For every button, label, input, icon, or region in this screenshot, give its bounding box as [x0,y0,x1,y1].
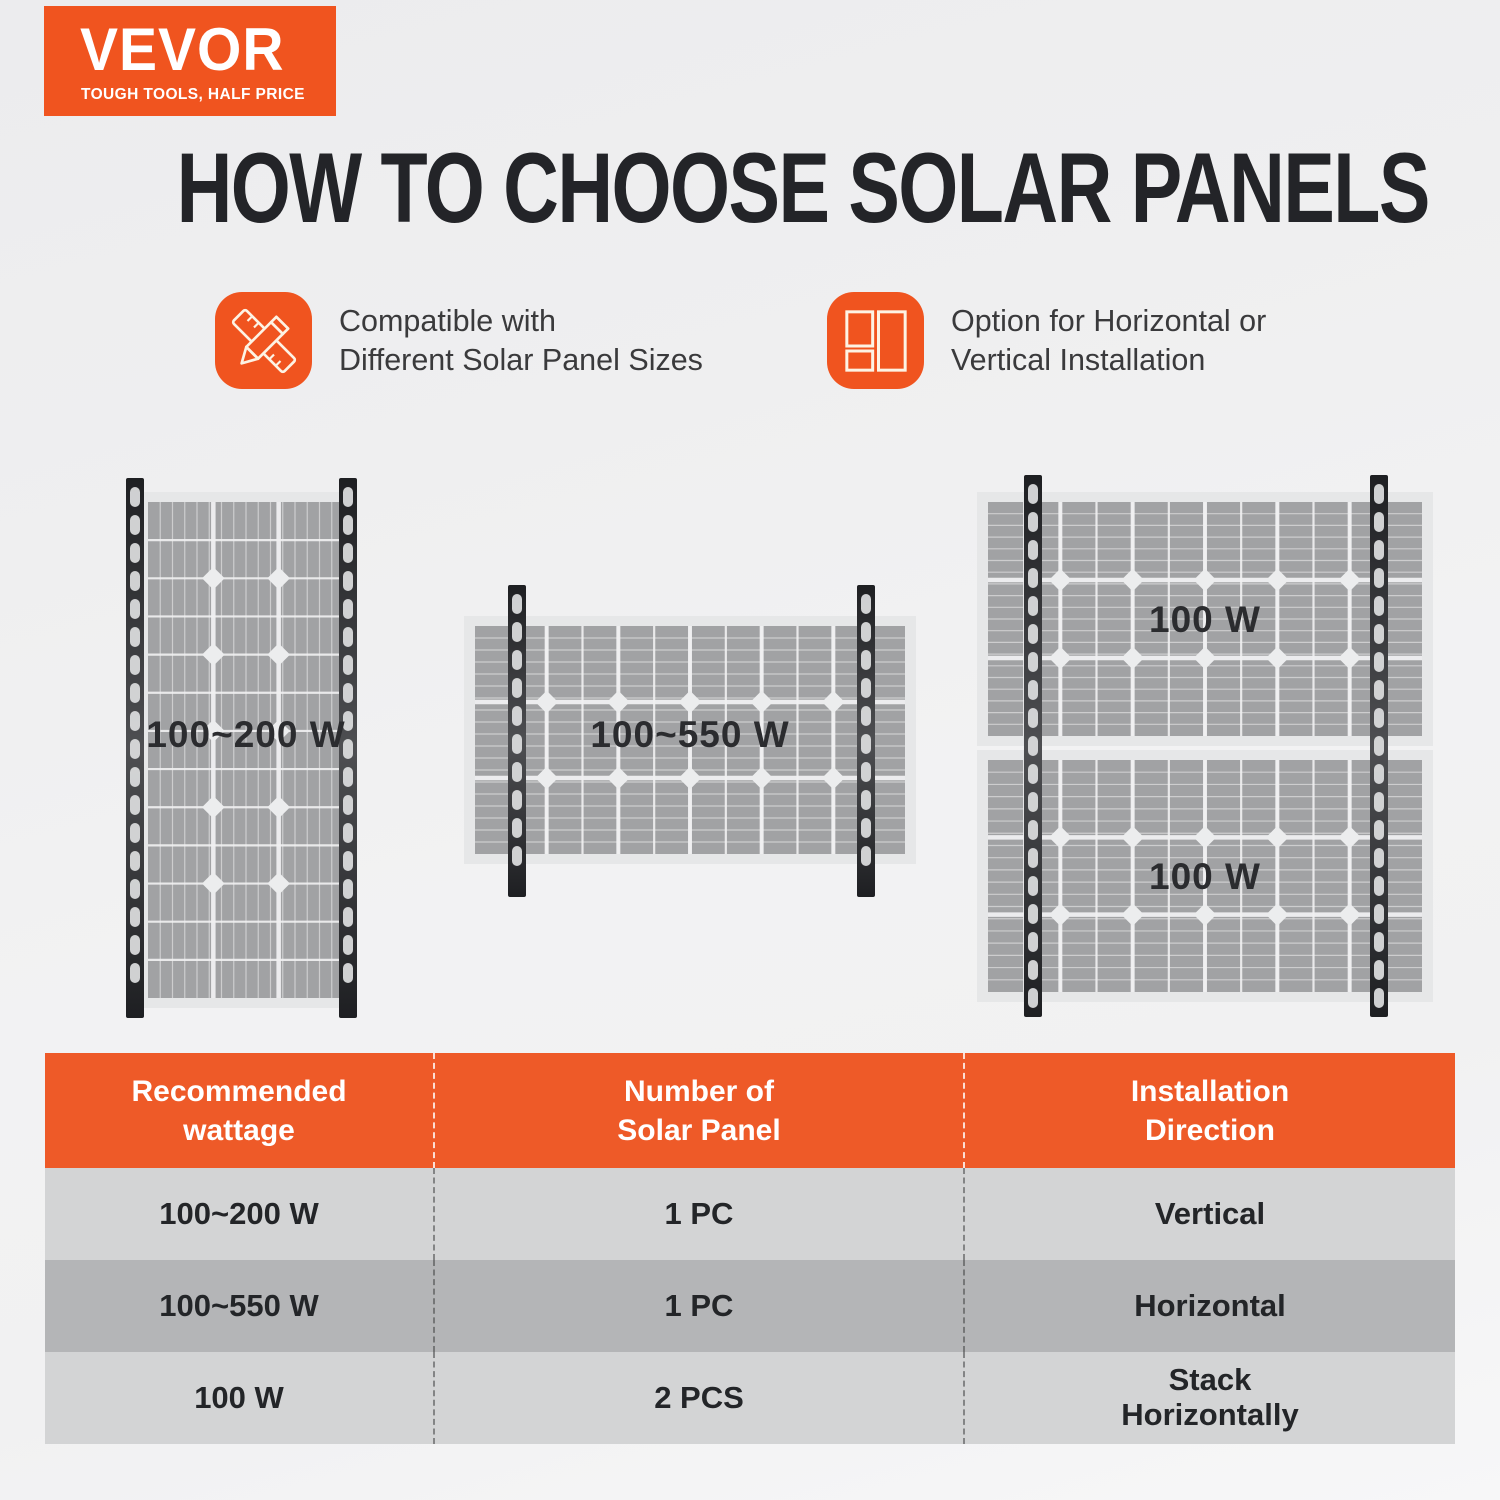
spec-table: Recommended wattage Number of Solar Pane… [45,1053,1455,1444]
table-cell-r1-direction: Vertical [963,1168,1455,1260]
brand-tagline: TOUGH TOOLS, HALF PRICE [81,86,305,103]
feature-compatibility-text: Compatible with Different Solar Panel Si… [339,303,703,377]
column-header-number: Number of Solar Panel [433,1053,963,1168]
table-cell-r2-number: 1 PC [433,1260,963,1352]
feature-installation-text: Option for Horizontal or Vertical Instal… [951,303,1267,377]
table-cell-r2-wattage: 100~550 W [45,1260,433,1352]
table-cell-r3-number: 2 PCS [433,1352,963,1444]
solar-panels-illustration [126,475,1433,1018]
feature-compatibility: Compatible with Different Solar Panel Si… [215,292,703,389]
table-cell-r1-wattage: 100~200 W [45,1168,433,1260]
pencil-ruler-icon [215,292,312,389]
table-cell-r3-direction: Stack Horizontally [963,1352,1455,1444]
table-cell-r3-wattage: 100 W [45,1352,433,1444]
column-header-wattage: Recommended wattage [45,1053,433,1168]
panel-wattage-label-stack-bottom: 100 W [1149,856,1261,897]
table-cell-r1-number: 1 PC [433,1168,963,1260]
feature-installation: Option for Horizontal or Vertical Instal… [827,292,1266,389]
column-header-direction: Installation Direction [963,1053,1455,1168]
panel-wattage-label-stack-top: 100 W [1149,599,1261,640]
table-cell-r2-direction: Horizontal [963,1260,1455,1352]
brand-name: VEVOR [80,15,285,84]
panel-wattage-label-horizontal: 100~550 W [590,714,790,755]
panel-wattage-label-vertical: 100~200 W [146,714,346,755]
page-title: HOW TO CHOOSE SOLAR PANELS [176,132,1431,243]
layout-grid-icon [827,292,924,389]
vevor-logo: VEVOR TOUGH TOOLS, HALF PRICE [44,6,336,116]
